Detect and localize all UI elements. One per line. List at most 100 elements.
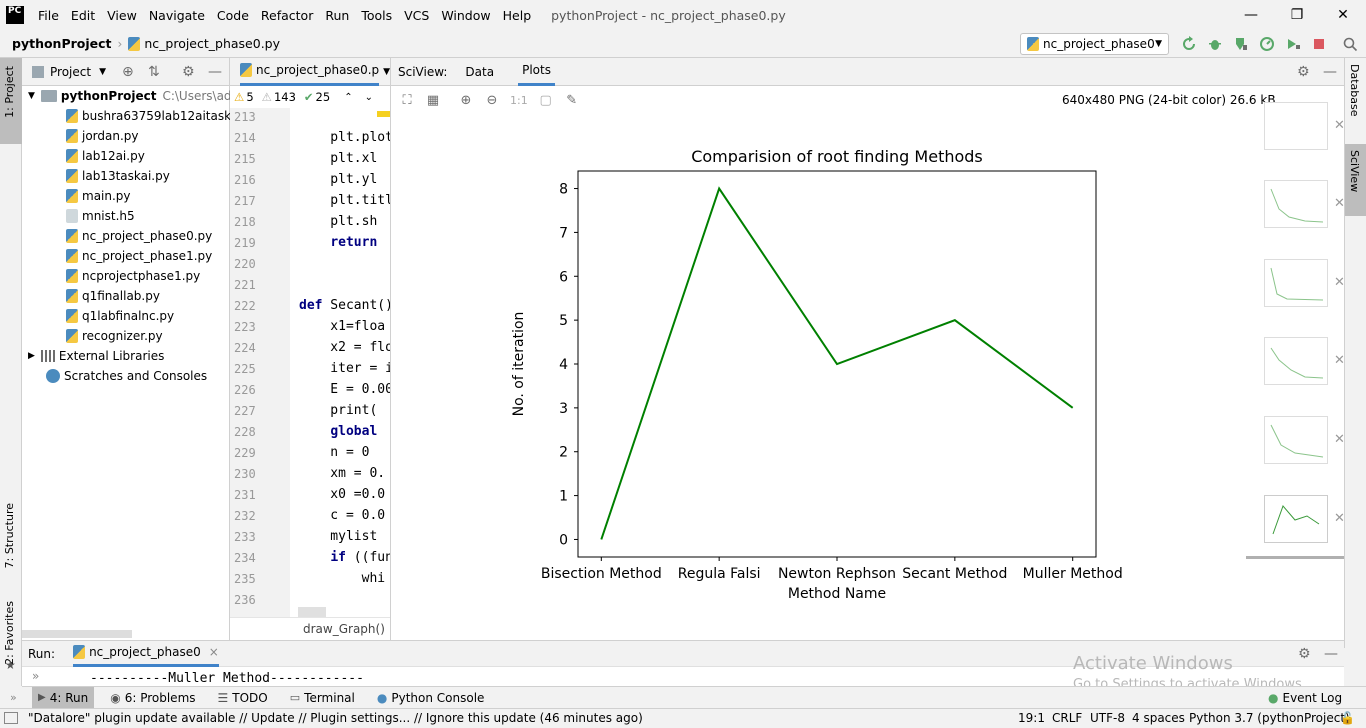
tree-file[interactable]: q1labfinalnc.py [66, 306, 174, 326]
code-line[interactable]: whi [299, 571, 386, 586]
code-line[interactable]: return [299, 235, 377, 250]
code-line[interactable]: if ((fun [330, 550, 391, 565]
run-config-select[interactable]: nc_project_phase0 ▼ [1020, 33, 1169, 55]
gear-icon[interactable]: ⚙ [1298, 645, 1311, 662]
tab-run[interactable]: ▶ 4: Run [32, 686, 95, 709]
tree-file[interactable]: main.py [66, 186, 131, 206]
menu-view[interactable]: View [107, 7, 137, 23]
favorites-tab[interactable]: 2: Favorites [3, 601, 16, 665]
close-icon[interactable]: ✕ [1334, 353, 1345, 368]
stop-icon[interactable] [1311, 36, 1327, 52]
chevron-up-icon[interactable]: ⌃ [344, 91, 353, 103]
fit-zoom-icon[interactable]: ▢ [539, 92, 552, 108]
editor-tab[interactable]: nc_project_phase0.p [240, 58, 380, 86]
code-line[interactable]: plt.yl [299, 172, 378, 187]
tab-python-console[interactable]: ● Python Console [377, 691, 485, 705]
tree-file[interactable]: recognizer.py [66, 326, 163, 346]
close-icon[interactable]: ✕ [1334, 275, 1345, 290]
tree-root[interactable]: ▼ pythonProject C:\Users\admin [28, 86, 254, 106]
plot-thumbnail[interactable] [1264, 259, 1328, 307]
menu-file[interactable]: File [38, 7, 59, 23]
tree-file[interactable]: jordan.py [66, 126, 139, 146]
file-encoding[interactable]: UTF-8 [1090, 711, 1125, 725]
plot-thumbnail[interactable] [1264, 416, 1328, 464]
code-line[interactable]: mylist [299, 529, 378, 544]
function-breadcrumb[interactable]: draw_Graph() [303, 622, 385, 636]
expand-icon[interactable]: » [10, 691, 17, 704]
chevron-down-icon[interactable]: ▼ [99, 66, 106, 77]
menu-window[interactable]: Window [441, 7, 491, 23]
project-panel-title[interactable]: Project [50, 64, 92, 79]
indent-setting[interactable]: 4 spaces [1132, 711, 1185, 725]
code-line[interactable]: global [299, 424, 377, 439]
chevron-down-icon[interactable]: ▼ [383, 66, 391, 77]
tab-terminal[interactable]: ▭ Terminal [290, 691, 355, 705]
code-line[interactable]: n = 0 [299, 445, 370, 460]
event-log-button[interactable]: ● Event Log [1268, 691, 1342, 705]
hide-icon[interactable]: — [1323, 63, 1337, 80]
breadcrumb-file[interactable]: nc_project_phase0.py [144, 36, 281, 51]
color-picker-icon[interactable]: ✎ [566, 92, 578, 108]
code-line[interactable]: c = 0.0 [299, 508, 386, 523]
code-line[interactable]: def Secant() [299, 298, 391, 313]
breadcrumb-project[interactable]: pythonProject [12, 36, 112, 51]
search-everywhere-icon[interactable] [1342, 36, 1358, 52]
plot-thumbnail[interactable] [1264, 180, 1328, 228]
project-tool-tab[interactable]: 1: Project [0, 58, 22, 144]
tree-file[interactable]: bushra63759lab12aitask.py [66, 106, 250, 126]
warning-count[interactable]: 5 [246, 90, 254, 104]
close-icon[interactable]: ✕ [1334, 196, 1345, 211]
lock-icon[interactable]: 🔓 [1340, 711, 1355, 725]
hide-icon[interactable]: — [208, 63, 222, 80]
grid-icon[interactable]: ▦ [426, 92, 440, 108]
structure-tab[interactable]: 7: Structure [3, 503, 16, 569]
tree-external-libraries[interactable]: ▶ External Libraries [28, 346, 164, 366]
close-icon[interactable]: × [208, 645, 219, 659]
tree-file[interactable]: lab12ai.py [66, 146, 145, 166]
interpreter[interactable]: Python 3.7 (pythonProject) [1189, 711, 1350, 725]
close-icon[interactable]: ✕ [1334, 118, 1345, 133]
tree-file[interactable]: nc_project_phase1.py [66, 246, 212, 266]
tab-plots[interactable]: Plots [518, 58, 555, 86]
horizontal-scrollbar[interactable] [298, 607, 326, 617]
horizontal-scrollbar[interactable] [22, 630, 132, 638]
tree-file[interactable]: mnist.h5 [66, 206, 135, 226]
code-line[interactable]: plt.plot [299, 130, 391, 145]
tree-file[interactable]: lab13taskai.py [66, 166, 170, 186]
code-line[interactable]: xm = 0. [299, 466, 386, 481]
tree-file[interactable]: nc_project_phase0.py [66, 226, 212, 246]
code-line[interactable]: E = 0.00 [299, 382, 391, 397]
run-with-icon[interactable] [1285, 36, 1301, 52]
rerun-icon[interactable] [1181, 36, 1197, 52]
close-icon[interactable]: ✕ [1334, 511, 1345, 526]
zoom-out-icon[interactable]: ⊖ [486, 92, 498, 108]
menu-code[interactable]: Code [216, 7, 249, 23]
status-toggle-icon[interactable] [4, 712, 18, 724]
close-window-button[interactable]: ✕ [1337, 7, 1349, 23]
code-line[interactable]: plt.titl [299, 193, 391, 208]
hide-icon[interactable]: — [1324, 645, 1338, 662]
debug-icon[interactable] [1207, 36, 1223, 52]
code-line[interactable]: x1=floa [299, 319, 386, 334]
run-tab[interactable]: nc_project_phase0 × [73, 641, 219, 667]
tab-problems[interactable]: ◉ 6: Problems [110, 691, 195, 705]
coverage-icon[interactable] [1233, 36, 1249, 52]
ok-count[interactable]: 25 [315, 90, 331, 104]
close-icon[interactable]: ✕ [1334, 432, 1345, 447]
plot-thumbnail[interactable] [1264, 102, 1328, 150]
menu-navigate[interactable]: Navigate [148, 7, 205, 23]
thumbnail-scrollbar[interactable] [1246, 556, 1344, 559]
plot-thumbnail-selected[interactable] [1264, 495, 1328, 543]
gear-icon[interactable]: ⚙ [182, 63, 195, 80]
chevron-down-icon[interactable]: ⌄ [364, 91, 373, 103]
collapse-all-icon[interactable]: ⇅ [148, 63, 160, 80]
zoom-in-icon[interactable]: ⊕ [460, 92, 472, 108]
minimize-button[interactable]: — [1244, 7, 1258, 23]
code-line[interactable]: iter = i [299, 361, 391, 376]
database-tab[interactable]: Database [1348, 64, 1361, 117]
code-line[interactable]: x0 =0.0 [299, 487, 386, 502]
menu-refactor[interactable]: Refactor [260, 7, 314, 23]
code-line[interactable]: x2 = flo [299, 340, 391, 355]
menu-run[interactable]: Run [325, 7, 350, 23]
tab-data[interactable]: Data [465, 64, 495, 79]
